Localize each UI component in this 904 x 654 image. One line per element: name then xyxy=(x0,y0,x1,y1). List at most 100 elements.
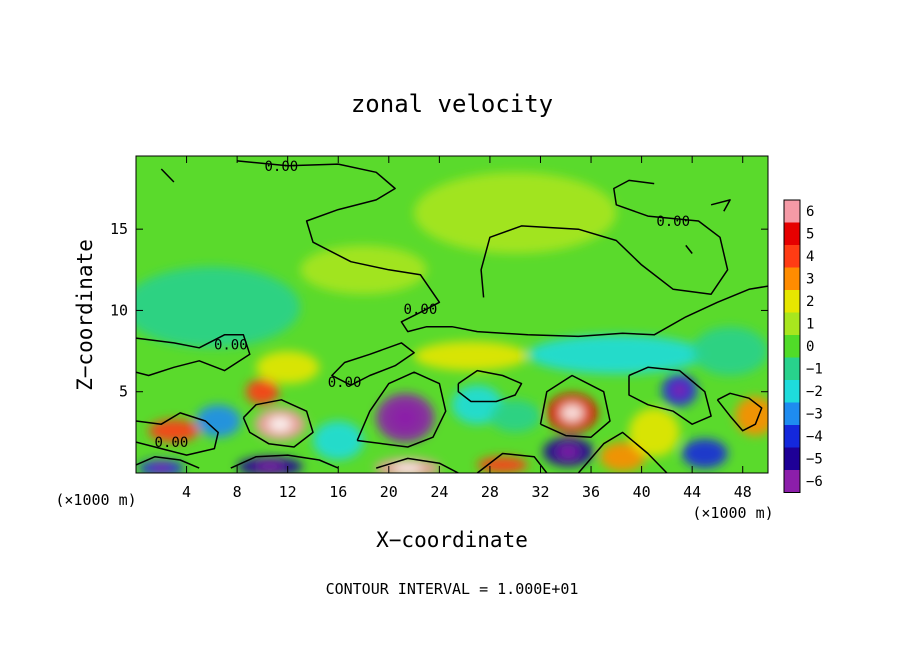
heatmap-blob xyxy=(628,407,680,457)
colorbar-swatch xyxy=(784,245,800,268)
colorbar-swatch xyxy=(784,380,800,403)
contour-label: 0.00 xyxy=(155,435,189,451)
colorbar-label: −5 xyxy=(806,452,823,468)
colorbar-swatch xyxy=(784,447,800,470)
heatmap-blob xyxy=(477,456,528,473)
contour-line xyxy=(476,452,548,473)
heatmap-blob xyxy=(312,420,364,460)
x-tick-label: 44 xyxy=(683,483,701,501)
x-tick-label: 20 xyxy=(380,483,398,501)
y-axis: 5 10 15 xyxy=(110,220,768,401)
contour-line xyxy=(716,392,763,432)
x-tick-label: 32 xyxy=(531,483,549,501)
heatmap-blob xyxy=(256,351,320,384)
x-tick-label: 48 xyxy=(734,483,752,501)
chart-title: zonal velocity xyxy=(351,90,553,118)
heatmap-blob xyxy=(414,172,617,254)
colorbar-label: 2 xyxy=(806,294,814,310)
heatmap-blob xyxy=(599,442,646,472)
y-axis-label: Z−coordinate xyxy=(73,239,97,391)
contour-line xyxy=(480,179,729,298)
x-axis: 4 8 12 16 20 24 28 32 36 40 44 48 xyxy=(182,156,752,501)
contour-line xyxy=(331,342,415,386)
contour-line xyxy=(457,369,523,403)
contour-line xyxy=(242,399,314,448)
colorbar-label: 5 xyxy=(806,227,814,243)
colorbar-label: −6 xyxy=(806,474,823,490)
x-tick-label: 8 xyxy=(233,483,242,501)
x-axis-label: X−coordinate xyxy=(376,528,528,552)
x-tick-label: 16 xyxy=(329,483,347,501)
colorbar-label: −3 xyxy=(806,407,823,423)
contour-line xyxy=(685,244,693,254)
colorbar-swatch xyxy=(784,222,800,245)
heatmap-blob xyxy=(136,266,301,348)
contour-label: 0.00 xyxy=(328,375,362,391)
heatmap-blob-core xyxy=(560,404,584,422)
contour-line xyxy=(577,431,668,473)
heatmap-blob xyxy=(245,378,279,405)
colorbar-label: 0 xyxy=(806,339,814,355)
contour-line xyxy=(230,454,339,469)
colorbar-label: 3 xyxy=(806,272,814,288)
contour-line xyxy=(136,412,219,456)
heatmap-blob xyxy=(452,385,503,425)
heatmap-blob xyxy=(527,334,705,374)
colorbar-label: −1 xyxy=(806,362,823,378)
heatmap-blob-core xyxy=(268,416,292,432)
colorbar-swatch xyxy=(784,267,800,290)
heatmap-blob xyxy=(682,438,728,469)
colorbar-swatch xyxy=(784,425,800,448)
colorbar-label: 6 xyxy=(806,204,814,220)
x-tick-label: 36 xyxy=(582,483,600,501)
colorbar-swatch xyxy=(784,470,800,493)
contour-line xyxy=(539,374,611,438)
contour-label: 0.00 xyxy=(265,159,299,175)
heatmap-blob-core xyxy=(556,445,580,459)
heatmap-blob xyxy=(489,399,541,433)
colorbar-swatch xyxy=(784,312,800,335)
colorbar-frame xyxy=(783,199,801,493)
x-tick-label: 12 xyxy=(279,483,297,501)
colorbar-label: −2 xyxy=(806,384,823,400)
x-tick-label: 40 xyxy=(633,483,651,501)
contour-line xyxy=(628,366,712,425)
colorbar-swatch xyxy=(784,290,800,313)
contour-lines xyxy=(136,160,768,473)
contour-line xyxy=(136,334,251,377)
contour-labels: 0.00 0.00 0.00 0.00 0.00 0.00 xyxy=(155,159,691,451)
x-tick-label: 28 xyxy=(481,483,499,501)
heatmap-blob-core xyxy=(671,382,688,398)
heatmap-field xyxy=(136,172,768,473)
contour-label: 0.00 xyxy=(404,302,438,318)
y-tick-label: 10 xyxy=(110,301,128,319)
colorbar-swatch xyxy=(784,402,800,425)
colorbar-label: 4 xyxy=(806,249,814,265)
heatmap-blob xyxy=(195,404,241,438)
x-unit-label-right: (×1000 m) xyxy=(692,504,773,522)
plot-area: 0.00 0.00 0.00 0.00 0.00 0.00 xyxy=(136,156,768,473)
heatmap-blob-core xyxy=(392,463,423,473)
contour-line xyxy=(356,371,447,448)
colorbar-label: −4 xyxy=(806,429,823,445)
heatmap-blob xyxy=(148,419,200,443)
heatmap-blob xyxy=(414,341,528,371)
heatmap-blob-core xyxy=(151,464,172,472)
contour-line xyxy=(160,168,175,183)
x-unit-label-left: (×1000 m) xyxy=(55,491,136,509)
contour-line xyxy=(136,455,200,469)
colorbar-swatch xyxy=(784,357,800,380)
x-tick-label: 4 xyxy=(182,483,191,501)
contour-line xyxy=(710,199,731,212)
contour-interval-note: CONTOUR INTERVAL = 1.000E+01 xyxy=(326,580,579,598)
heatmap-blob-core xyxy=(255,462,285,471)
heatmap-blob-core xyxy=(392,406,419,429)
colorbar-swatch xyxy=(784,200,800,223)
y-tick-label: 5 xyxy=(119,383,128,401)
heatmap-blob xyxy=(692,326,768,376)
colorbar-swatch xyxy=(784,335,800,358)
contour-label: 0.00 xyxy=(214,338,248,354)
heatmap-blob xyxy=(300,245,427,295)
colorbar: 6 5 4 3 2 1 0 −1 −2 −3 −4 −5 −6 xyxy=(783,199,823,493)
